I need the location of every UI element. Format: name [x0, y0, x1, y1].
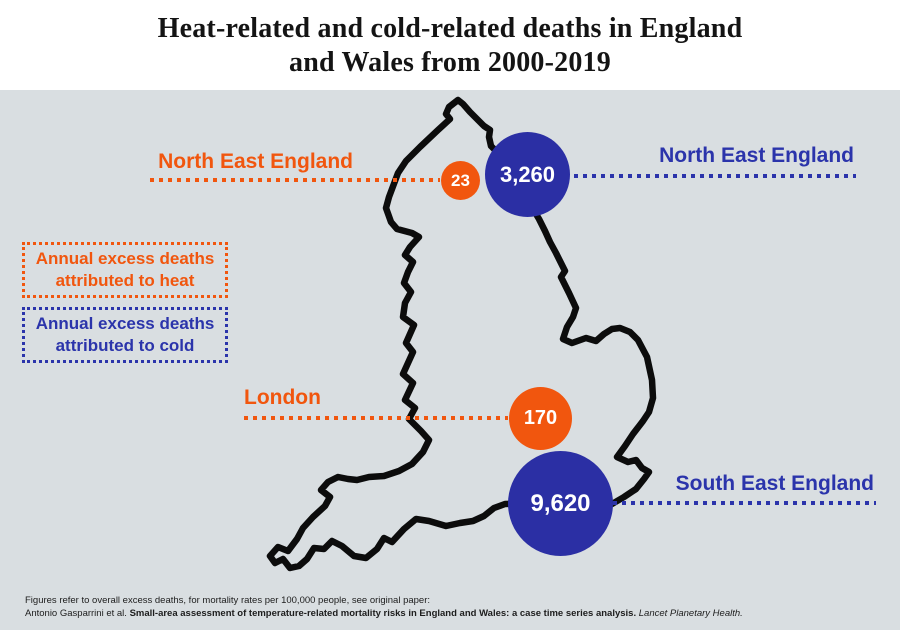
legend-heat: Annual excess deaths attributed to heat	[22, 242, 228, 298]
region-label-north-east-england-cold: North East England	[659, 144, 854, 167]
source-note-line-1: Figures refer to overall excess deaths, …	[25, 595, 431, 606]
source-authors: Antonio Gasparrini et al.	[25, 607, 130, 619]
legend-heat-line-1: Annual excess deaths	[35, 249, 215, 268]
region-label-london: London	[244, 386, 321, 409]
region-label-north-east-england-heat: North East England	[158, 150, 353, 173]
legend-cold-line-2: attributed to cold	[55, 336, 195, 355]
title-line-2: and Wales from 2000-2019	[289, 47, 611, 78]
bubble-north-east-cold: 3,260	[485, 132, 570, 217]
source-note-line-2: Antonio Gasparrini et al. Small-area ass…	[25, 608, 875, 621]
leader-line-london	[244, 416, 508, 420]
legend-cold-line-1: Annual excess deaths	[35, 314, 215, 333]
region-label-south-east-england: South East England	[675, 472, 874, 495]
bubble-south-east-cold: 9,620	[508, 451, 613, 556]
legend-heat-line-2: attributed to heat	[55, 271, 195, 290]
leader-line-north-east-cold	[574, 174, 856, 178]
leader-line-north-east-heat	[150, 178, 440, 182]
england-wales-outline	[266, 96, 657, 572]
source-paper-title: Small-area assessment of temperature-rel…	[129, 607, 637, 619]
bubble-london-heat: 170	[509, 387, 572, 450]
leader-line-south-east-cold	[613, 501, 876, 505]
bubble-north-east-heat: 23	[441, 161, 480, 200]
source-journal: Lancet Planetary Health.	[636, 607, 743, 619]
title-line-1: Heat-related and cold-related deaths in …	[157, 13, 743, 44]
legend-cold: Annual excess deaths attributed to cold	[22, 307, 228, 363]
page-title: Heat-related and cold-related deaths in …	[0, 12, 900, 80]
source-note: Figures refer to overall excess deaths, …	[25, 595, 875, 620]
